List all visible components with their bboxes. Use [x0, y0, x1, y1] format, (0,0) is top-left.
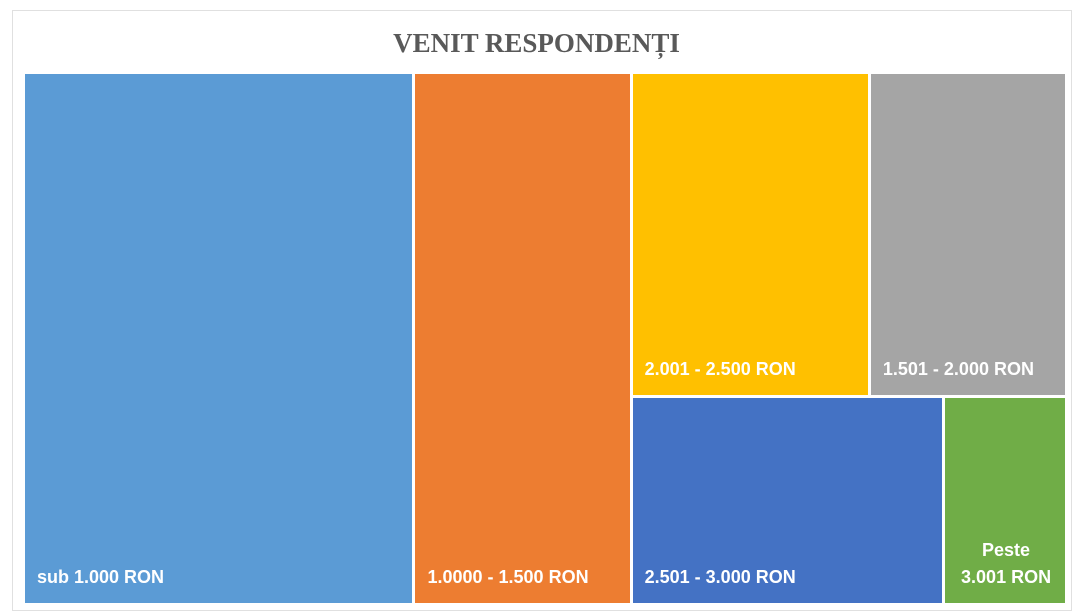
- tile-label: 1.501 - 2.000 RON: [882, 359, 1034, 380]
- chart-frame: [12, 10, 1072, 611]
- tile-label: Peste 3.001 RON: [961, 539, 1052, 587]
- tile-label: 1.0000 - 1.500 RON: [427, 567, 589, 587]
- chart-title: VENIT RESPONDENȚI: [393, 28, 680, 58]
- tile: sub 1.000 RON: [25, 74, 413, 603]
- tile: 2.001 - 2.500 RON: [632, 74, 868, 396]
- tile: 1.0000 - 1.500 RON: [415, 74, 630, 603]
- tile: Peste 3.001 RON: [945, 398, 1065, 603]
- tile-label: 2.501 - 3.000 RON: [644, 566, 796, 587]
- tile: 2.501 - 3.000 RON: [632, 398, 943, 603]
- tile-label: sub 1.000 RON: [37, 567, 165, 587]
- tile: 1.501 - 2.000 RON: [870, 74, 1065, 396]
- tile-label: 2.001 - 2.500 RON: [644, 359, 796, 380]
